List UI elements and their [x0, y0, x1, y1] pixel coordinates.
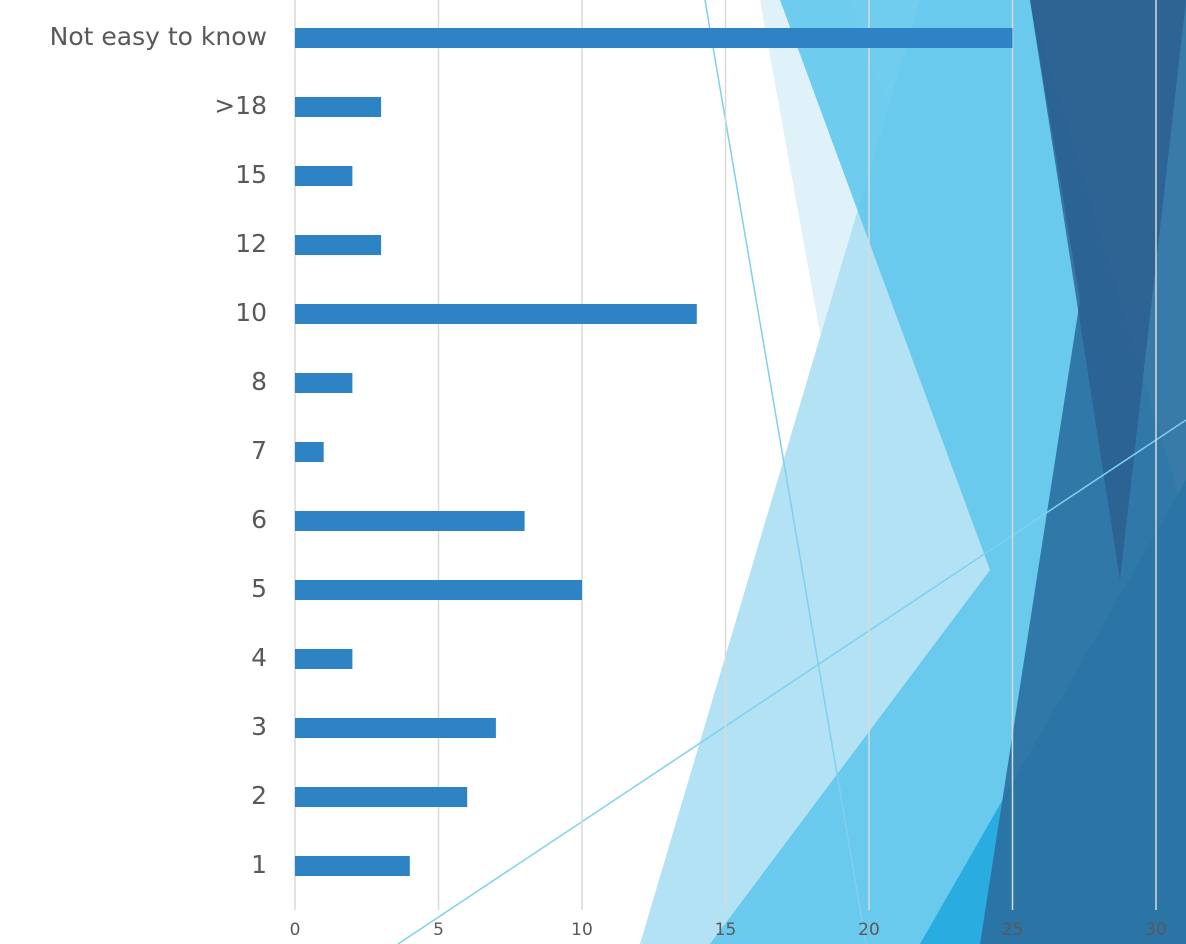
bar [295, 97, 382, 117]
bars: Not easy to know >18 15 12 10 8 7 6 5 4 3 2 1 [50, 22, 1013, 879]
x-tick-label: 30 [1145, 920, 1167, 940]
y-tick-label: 3 [251, 712, 267, 741]
bar [295, 373, 353, 393]
y-tick-label: 1 [251, 850, 267, 879]
y-tick-label: 4 [251, 643, 267, 672]
x-tick-label: 15 [715, 920, 737, 940]
bar [295, 166, 353, 186]
x-tick-label: 10 [571, 920, 593, 940]
background-decoration [397, 0, 1186, 944]
bar [295, 649, 353, 669]
y-tick-label: >18 [214, 91, 267, 120]
bar [295, 28, 1013, 48]
y-tick-label: 6 [251, 505, 267, 534]
bar [295, 511, 525, 531]
bar [295, 787, 468, 807]
bar [295, 856, 410, 876]
y-tick-label: 10 [235, 298, 267, 327]
x-tick-label: 5 [433, 920, 444, 940]
y-tick-label: 12 [235, 229, 267, 258]
y-tick-label: 15 [235, 160, 267, 189]
y-tick-label: 2 [251, 781, 267, 810]
bar [295, 235, 382, 255]
x-tick-label: 25 [1002, 920, 1024, 940]
x-tick-label: 20 [858, 920, 880, 940]
y-tick-label: 5 [251, 574, 267, 603]
y-tick-label: 7 [251, 436, 267, 465]
y-tick-label: Not easy to know [50, 22, 267, 51]
x-tick-label: 0 [290, 920, 301, 940]
bar [295, 304, 697, 324]
bar [295, 718, 496, 738]
y-tick-label: 8 [251, 367, 267, 396]
grid: 0 5 10 15 20 25 30 [290, 0, 1167, 940]
bar [295, 442, 324, 462]
bar [295, 580, 582, 600]
